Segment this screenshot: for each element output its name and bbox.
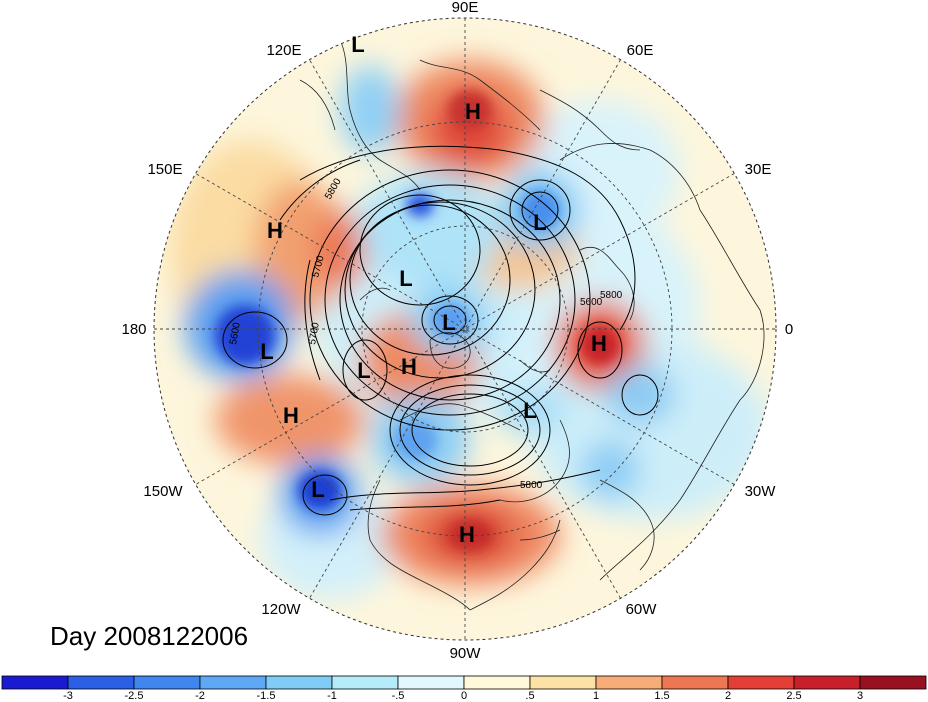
colorbar-tick-label: .5 <box>525 690 534 702</box>
colorbar-tick-label: -1.5 <box>257 690 276 702</box>
colorbar-swatch <box>661 675 729 690</box>
pressure-center-label: L <box>399 266 412 291</box>
colorbar-swatch <box>463 675 531 690</box>
lon-label: 30W <box>745 483 777 500</box>
lon-label: 90W <box>450 645 482 662</box>
contour-label: 5800 <box>600 290 623 301</box>
colorbar-swatch <box>133 675 201 690</box>
colorbar-swatch <box>793 675 861 690</box>
pressure-center-label: L <box>533 210 546 235</box>
colorbar-swatch <box>67 675 135 690</box>
lon-label: 150W <box>143 483 183 500</box>
colorbar-swatch <box>727 675 795 690</box>
colorbar-swatch <box>397 675 465 690</box>
map-title: Day 2008122006 <box>50 621 248 651</box>
pressure-center-label: L <box>260 339 273 364</box>
colorbar-swatch <box>1 675 69 690</box>
pressure-center-label: H <box>267 218 283 243</box>
pressure-center-label: H <box>591 331 607 356</box>
coastlines <box>299 39 765 611</box>
colorbar-tick-label: 0 <box>461 690 467 702</box>
longitude-labels: 90E 60E 30E 0 30W 60W 90W 120W 150W 180 … <box>121 0 793 662</box>
pressure-centers: H L L H H L L H L L L H H L <box>260 32 607 547</box>
colorbar-tick-label: 2 <box>725 690 731 702</box>
lon-label: 0 <box>785 321 793 338</box>
pressure-center-label: H <box>283 403 299 428</box>
lon-label: 120E <box>266 42 301 59</box>
lon-label: 60E <box>627 42 654 59</box>
contour-label: 5600 <box>228 321 243 345</box>
pressure-center-label: H <box>459 522 475 547</box>
lon-label: 60W <box>626 601 658 618</box>
globe-border <box>153 17 777 641</box>
pressure-center-label: L <box>523 398 536 423</box>
pressure-center-label: L <box>311 477 324 502</box>
height-contours <box>222 145 659 516</box>
colorbar-tick-label: 1.5 <box>654 690 669 702</box>
lon-label: 120W <box>261 601 301 618</box>
colorbar-swatch <box>265 675 333 690</box>
lon-label: 180 <box>121 321 146 338</box>
lon-label: 150E <box>147 161 182 178</box>
contour-label: 5700 <box>307 321 322 345</box>
pressure-center-label: L <box>442 310 455 335</box>
graticule <box>154 18 776 640</box>
colorbar-tick-label: -.5 <box>392 690 405 702</box>
contour-label: 5800 <box>520 480 543 491</box>
contour-label: 5600 <box>580 297 603 308</box>
colorbar-tick-label: -3 <box>63 690 73 702</box>
pressure-center-label: L <box>357 358 370 383</box>
pressure-center-label: H <box>401 354 417 379</box>
lon-label: 30E <box>745 161 772 178</box>
colorbar-swatch <box>529 675 597 690</box>
colorbar-swatch <box>199 675 267 690</box>
colorbar-tick-label: -2.5 <box>125 690 144 702</box>
lon-label: 90E <box>452 0 479 16</box>
colorbar-tick-label: 1 <box>593 690 599 702</box>
colorbar-tick-label: -1 <box>327 690 337 702</box>
colorbar-tick-label: 3 <box>857 690 863 702</box>
anomaly-field <box>154 18 776 640</box>
pressure-center-label: L <box>351 32 364 57</box>
colorbar: -3 -2.5 -2 -1.5 -1 -.5 0 .5 1 1.5 2 2.5 3 <box>1 675 927 702</box>
colorbar-swatch <box>859 675 927 690</box>
colorbar-swatch <box>595 675 663 690</box>
colorbar-swatch <box>331 675 399 690</box>
pressure-center-label: H <box>465 99 481 124</box>
colorbar-tick-label: 2.5 <box>786 690 801 702</box>
colorbar-tick-label: -2 <box>195 690 205 702</box>
